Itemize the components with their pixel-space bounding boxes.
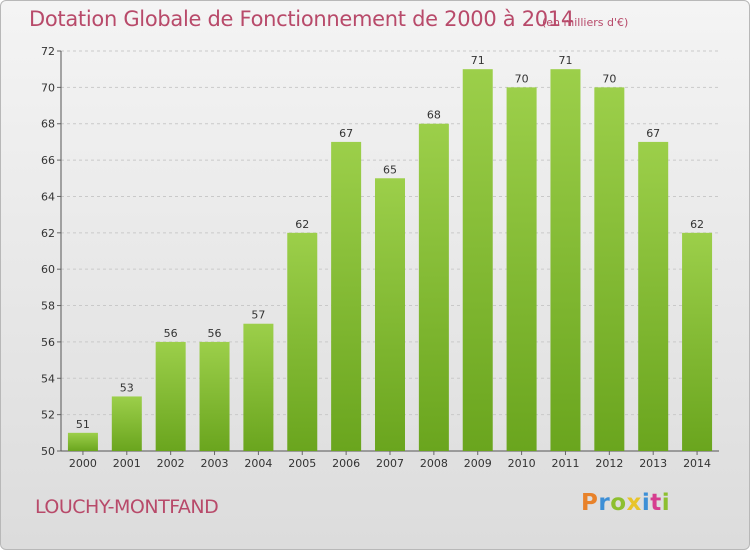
bar xyxy=(155,341,186,451)
commune-name: LOUCHY-MONTFAND xyxy=(35,496,219,518)
data-label: 67 xyxy=(339,127,353,140)
data-label: 51 xyxy=(76,418,90,431)
y-tick-label: 56 xyxy=(41,336,55,349)
x-tick-label: 2013 xyxy=(639,457,667,470)
y-tick-label: 66 xyxy=(41,154,55,167)
x-tick-label: 2006 xyxy=(332,457,360,470)
bar xyxy=(550,69,581,451)
x-tick-label: 2012 xyxy=(595,457,623,470)
logo-letter: t xyxy=(650,490,662,516)
x-tick-label: 2008 xyxy=(420,457,448,470)
x-tick-label: 2004 xyxy=(244,457,272,470)
x-tick-label: 2009 xyxy=(464,457,492,470)
bar xyxy=(331,141,362,451)
x-tick-label: 2002 xyxy=(157,457,185,470)
bar xyxy=(462,69,493,451)
data-label: 70 xyxy=(515,72,529,85)
bar xyxy=(418,123,449,452)
data-label: 57 xyxy=(251,309,265,322)
y-tick-label: 50 xyxy=(41,445,55,458)
logo-letter: x xyxy=(626,490,642,516)
bar xyxy=(111,396,142,451)
bar xyxy=(375,178,405,452)
x-tick-label: 2010 xyxy=(508,457,536,470)
chart-title: Dotation Globale de Fonctionnement de 20… xyxy=(29,7,574,31)
bar xyxy=(287,232,318,451)
y-tick-label: 60 xyxy=(41,263,55,276)
y-tick-label: 58 xyxy=(41,300,55,313)
data-label: 71 xyxy=(558,54,572,67)
data-label: 67 xyxy=(646,127,660,140)
data-label: 71 xyxy=(471,54,485,67)
data-label: 56 xyxy=(208,327,222,340)
chart-unit: (en milliers d'€) xyxy=(542,16,629,29)
proxiti-logo[interactable]: Proxiti xyxy=(581,490,670,516)
bar xyxy=(243,323,274,451)
y-tick-label: 62 xyxy=(41,227,55,240)
y-tick-label: 70 xyxy=(41,81,55,94)
x-tick-label: 2000 xyxy=(69,457,97,470)
data-label: 53 xyxy=(120,381,134,394)
logo-letter: r xyxy=(598,490,611,516)
bar xyxy=(638,141,669,451)
data-label: 62 xyxy=(295,218,309,231)
x-tick-label: 2003 xyxy=(201,457,229,470)
x-tick-label: 2005 xyxy=(288,457,316,470)
x-tick-label: 2007 xyxy=(376,457,404,470)
bar xyxy=(506,87,537,451)
y-tick-label: 52 xyxy=(41,409,55,422)
logo-letter: o xyxy=(610,490,627,516)
x-tick-label: 2001 xyxy=(113,457,141,470)
data-label: 68 xyxy=(427,109,441,122)
logo-letter: P xyxy=(581,490,599,516)
x-tick-label: 2014 xyxy=(683,457,711,470)
data-label: 65 xyxy=(383,163,397,176)
x-tick-label: 2011 xyxy=(551,457,579,470)
y-tick-label: 68 xyxy=(41,118,55,131)
data-label: 62 xyxy=(690,218,704,231)
logo-letter: i xyxy=(661,490,671,516)
bar xyxy=(594,87,625,451)
y-tick-label: 54 xyxy=(41,372,55,385)
bar xyxy=(199,341,230,451)
y-tick-label: 72 xyxy=(41,45,55,58)
logo-letter: i xyxy=(641,490,651,516)
data-label: 56 xyxy=(164,327,178,340)
bar xyxy=(682,232,713,451)
data-label: 70 xyxy=(602,72,616,85)
bar xyxy=(67,432,98,451)
y-tick-label: 64 xyxy=(41,190,55,203)
